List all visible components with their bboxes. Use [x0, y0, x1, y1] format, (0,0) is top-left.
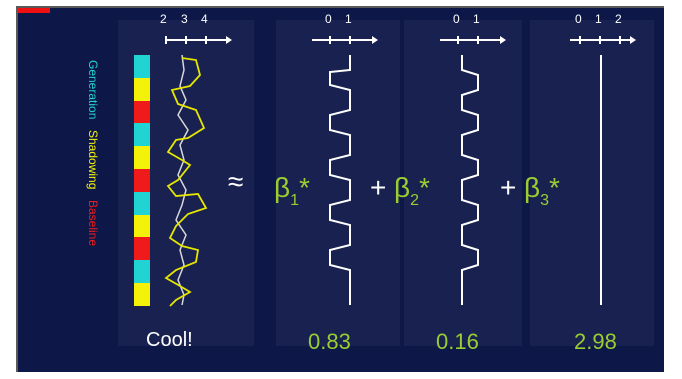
legend-baseline: Baseline — [86, 200, 100, 247]
title-fragment — [18, 8, 50, 13]
tick-r1-1: 0 — [325, 12, 332, 26]
beta-1-term: β1* — [274, 172, 310, 209]
axis-regressor-2 — [440, 36, 506, 44]
panel-regressor-3 — [530, 20, 654, 346]
condition-block-stack — [134, 55, 150, 306]
tick-r1-2: 1 — [345, 12, 352, 26]
condition-block — [134, 282, 150, 306]
beta-3-value: 2.98 — [574, 329, 617, 354]
panel-regressor-1 — [276, 20, 400, 346]
cool-label: Cool! — [146, 329, 193, 351]
tick-r2-1: 0 — [453, 12, 460, 26]
condition-block — [134, 146, 150, 169]
frame-bottom — [16, 372, 664, 379]
condition-block — [134, 55, 150, 78]
condition-block — [134, 260, 150, 283]
condition-block — [134, 168, 150, 192]
beta-3-term: β3* — [524, 172, 560, 209]
tick-signal-1: 2 — [160, 12, 167, 26]
condition-block — [134, 191, 150, 215]
tick-r2-2: 1 — [473, 12, 480, 26]
regressor-1-trace — [329, 55, 351, 305]
condition-legend-label: Generation Shadowing Baseline — [86, 60, 100, 300]
tick-r3-2: 1 — [595, 12, 602, 26]
beta-2-value: 0.16 — [436, 329, 479, 354]
tick-signal-3: 4 — [201, 12, 208, 26]
axis-signal — [165, 36, 232, 44]
beta-1-value: 0.83 — [308, 329, 351, 354]
tick-r3-1: 0 — [575, 12, 582, 26]
plus-1: + — [370, 172, 387, 203]
legend-shadowing: Shadowing — [86, 130, 100, 190]
regressor-2-trace — [461, 55, 479, 305]
beta-2-term: β2* — [394, 172, 430, 209]
approx-symbol: ≈ — [228, 166, 244, 197]
tick-r3-3: 2 — [615, 12, 622, 26]
condition-block — [134, 214, 150, 238]
condition-block — [134, 100, 150, 124]
condition-block — [134, 77, 150, 101]
signal-trace-measured — [164, 57, 208, 307]
axis-regressor-3 — [570, 36, 636, 44]
tick-signal-2: 3 — [181, 12, 188, 26]
axis-regressor-1 — [312, 36, 378, 44]
plus-2: + — [500, 172, 517, 203]
condition-block — [134, 237, 150, 261]
condition-block — [134, 123, 150, 147]
legend-generation: Generation — [86, 60, 100, 120]
